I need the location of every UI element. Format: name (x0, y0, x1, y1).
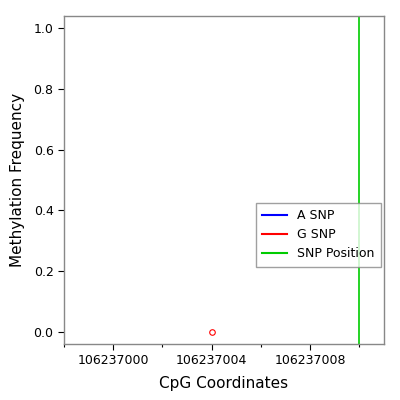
Y-axis label: Methylation Frequency: Methylation Frequency (10, 93, 25, 267)
Legend: A SNP, G SNP, SNP Position: A SNP, G SNP, SNP Position (256, 203, 381, 267)
X-axis label: CpG Coordinates: CpG Coordinates (160, 376, 288, 391)
